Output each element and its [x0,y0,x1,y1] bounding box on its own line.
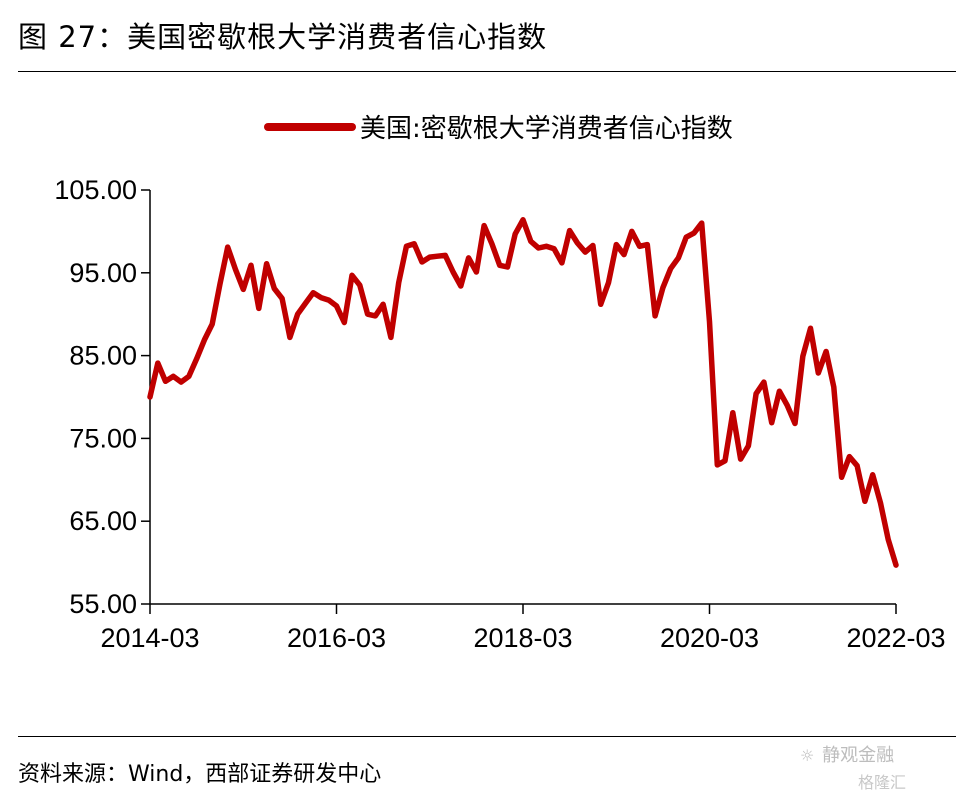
watermark: ☼ 静观金融 格隆汇 [800,741,906,793]
y-tick-label: 95.00 [69,258,137,288]
legend-label: 美国:密歇根大学消费者信心指数 [360,114,733,144]
axes: 55.00 65.00 75.00 85.00 95.00 105.00 2014-03 20… [54,175,945,653]
y-tick-label: 75.00 [69,423,137,453]
x-tick-label: 2020-03 [660,623,759,653]
plot-area [147,217,899,568]
y-tick-label: 85.00 [69,341,137,371]
x-tick-label: 2016-03 [287,623,386,653]
x-tick-label: 2014-03 [100,623,199,653]
line-chart: 美国:密歇根大学消费者信心指数 55.00 65.00 75.00 85.00 95.0… [54,114,945,653]
bottom-rule [18,736,956,737]
top-rule [18,71,956,72]
chart-legend: 美国:密歇根大学消费者信心指数 [264,114,733,144]
y-tick-label: 55.00 [69,589,137,619]
figure-title: 图 27：美国密歇根大学消费者信心指数 [18,20,548,54]
source-note: 资料来源：Wind，西部证券研发中心 [18,762,382,787]
y-tick-label: 65.00 [69,506,137,536]
series-line-0 [147,217,899,568]
watermark-primary: 静观金融 [822,745,895,766]
wechat-icon: ☼ [800,746,815,765]
x-tick-label: 2018-03 [473,623,572,653]
watermark-secondary: 格隆汇 [858,773,907,792]
x-tick-label: 2022-03 [846,623,945,653]
y-tick-label: 105.00 [54,175,137,205]
